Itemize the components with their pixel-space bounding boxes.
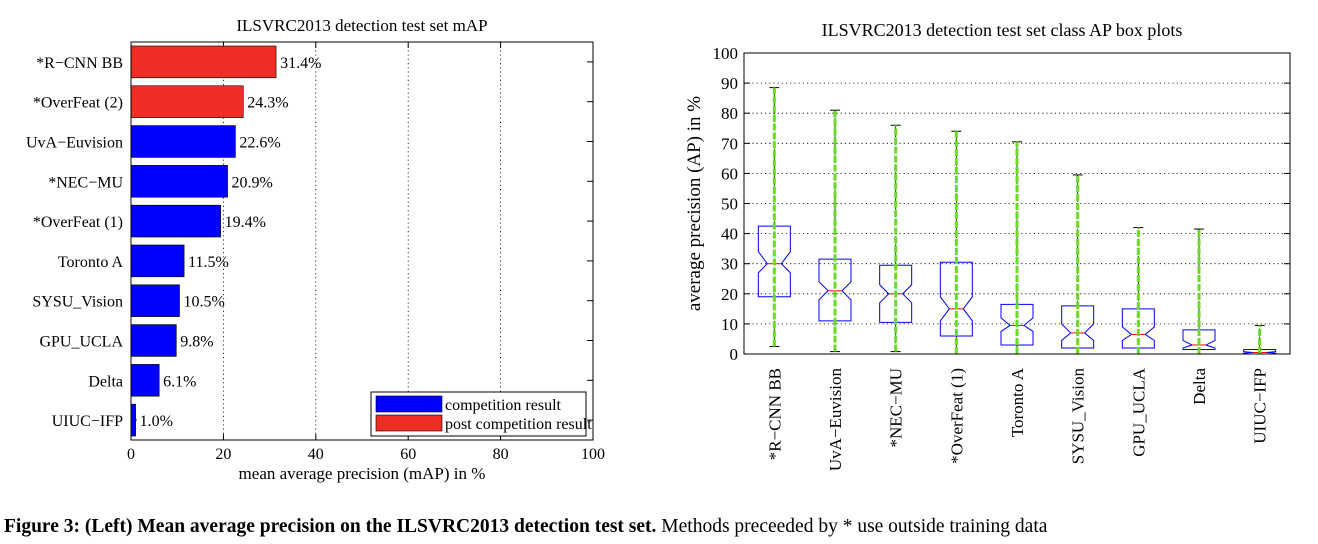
box-category-label: Delta	[1190, 368, 1209, 405]
box	[818, 258, 852, 322]
box	[1000, 303, 1034, 346]
bar	[130, 45, 277, 79]
bar-value-label: 20.9%	[232, 174, 273, 191]
box	[1182, 329, 1216, 350]
legend-swatch	[375, 395, 443, 413]
right-plot-frame	[743, 52, 1291, 355]
box-category-label: UIUC−IFP	[1251, 368, 1270, 444]
box-plot-group	[1121, 227, 1155, 355]
box-plot-group	[757, 87, 791, 347]
box-plot-group	[818, 109, 852, 353]
box	[1121, 308, 1155, 349]
box	[939, 261, 973, 337]
box-category-label: *OverFeat (1)	[947, 368, 966, 464]
bar-category-label: GPU_UCLA	[39, 334, 123, 351]
bar-value-label: 1.0%	[140, 413, 173, 430]
bar-category-label: *OverFeat (2)	[33, 95, 123, 112]
box	[879, 264, 913, 323]
box-category-label: SYSU_Vision	[1069, 368, 1088, 465]
box-plot-group	[1182, 228, 1216, 355]
left-bar-chart: 0 20 40 60 80 100 31.4% *R−CNN BB 24.3% *OverFeat…	[26, 16, 605, 483]
bar	[130, 165, 228, 198]
bar-value-label: 11.5%	[188, 254, 229, 271]
bar	[130, 364, 160, 397]
left-x-axis-label: mean average precision (mAP) in %	[239, 464, 486, 483]
figure-caption: Figure 3: (Left) Mean average precision …	[4, 514, 1318, 544]
right-y-tick-label: 100	[713, 44, 739, 63]
right-chart-title: ILSVRC2013 detection test set class AP b…	[822, 20, 1183, 40]
bar-category-label: UvA−Euvision	[26, 135, 123, 152]
left-x-tick-label: 20	[215, 446, 231, 463]
bar	[130, 85, 244, 118]
box	[1061, 305, 1095, 349]
bar	[130, 244, 185, 278]
legend: competition result post competition resul…	[370, 391, 592, 437]
box-plot-group	[879, 124, 913, 353]
box-category-label: *NEC−MU	[887, 368, 906, 447]
legend-label: post competition result	[445, 416, 592, 433]
left-x-tick-label: 0	[127, 446, 135, 463]
left-plot-frame	[130, 41, 594, 441]
bar-value-label: 22.6%	[239, 135, 280, 152]
right-y-tick-label: 50	[721, 195, 738, 214]
right-y-tick-label: 70	[721, 134, 738, 153]
bar-value-label: 6.1%	[163, 373, 196, 390]
box-category-label: *R−CNN BB	[765, 368, 784, 460]
left-x-tick-label: 40	[308, 446, 324, 463]
caption-text: Methods preceeded by * use outside train…	[661, 516, 1048, 537]
right-y-tick-label: 30	[721, 255, 738, 274]
bar-category-label: Delta	[88, 373, 123, 390]
bar	[130, 125, 236, 158]
bar-category-label: SYSU_Vision	[32, 294, 123, 311]
bar	[130, 204, 221, 238]
caption-bold: Figure 3: (Left) Mean average precision …	[4, 516, 657, 537]
box-category-label: GPU_UCLA	[1129, 367, 1148, 457]
bar-value-label: 31.4%	[280, 55, 321, 72]
right-y-tick-label: 80	[721, 104, 738, 123]
right-y-tick-label: 10	[721, 315, 738, 334]
box	[757, 225, 791, 298]
right-y-tick-label: 40	[721, 225, 738, 244]
bar-category-label: UIUC−IFP	[52, 413, 123, 430]
box-category-label: UvA−Euvision	[826, 368, 845, 472]
bar-category-label: *R−CNN BB	[36, 55, 123, 72]
box-category-label: Toronto A	[1008, 367, 1027, 437]
bar-value-label: 10.5%	[184, 294, 225, 311]
bar	[130, 403, 136, 437]
bar	[130, 324, 177, 357]
legend-swatch	[375, 414, 443, 432]
right-y-axis-label: average precision (AP) in %	[684, 96, 705, 311]
right-box-plot-chart: 0 10 20 30 40 50 60 70 80 90 100 *R−CNN BB UvA−Euvis…	[684, 20, 1291, 472]
bar-value-label: 24.3%	[247, 95, 288, 112]
left-x-tick-label: 60	[400, 446, 416, 463]
right-y-tick-label: 20	[721, 285, 738, 304]
bar-value-label: 19.4%	[225, 214, 266, 231]
bar-category-label: *NEC−MU	[48, 174, 123, 191]
bar	[130, 284, 180, 317]
bar-value-label: 9.8%	[180, 334, 213, 351]
bar-category-label: Toronto A	[58, 254, 124, 271]
box	[1243, 348, 1277, 355]
legend-label: competition result	[445, 397, 562, 414]
right-y-tick-label: 60	[721, 164, 738, 183]
left-chart-title: ILSVRC2013 detection test set mAP	[236, 16, 487, 35]
left-x-tick-label: 80	[493, 446, 509, 463]
right-y-tick-label: 90	[721, 74, 738, 93]
right-y-tick-label: 0	[730, 345, 739, 364]
left-x-tick-label: 100	[581, 446, 605, 463]
bar-category-label: *OverFeat (1)	[33, 214, 123, 231]
